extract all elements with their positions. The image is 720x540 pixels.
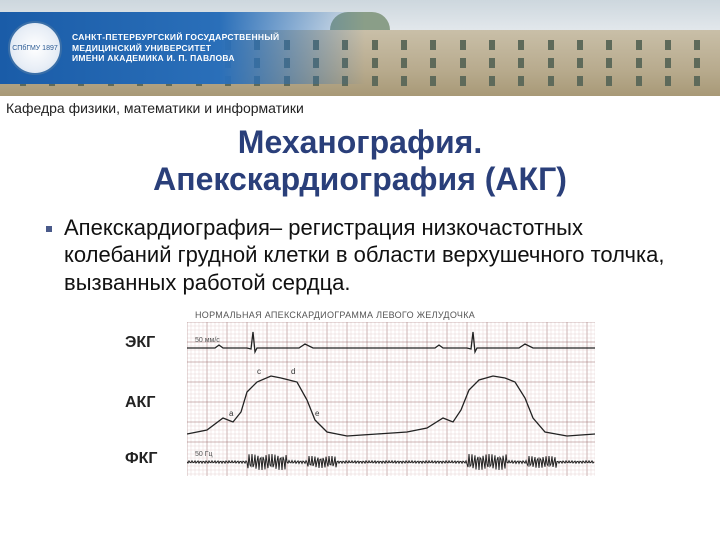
slide-title: Механография. Апекскардиография (АКГ)	[0, 124, 720, 198]
bullet-dot-icon	[46, 226, 52, 232]
university-name: САНКТ-ПЕТЕРБУРГСКИЙ ГОСУДАРСТВЕННЫЙ МЕДИ…	[72, 32, 279, 64]
label-fkg: ФКГ	[125, 442, 187, 476]
annot-c: c	[257, 367, 261, 376]
chart-svg: 50 мм/с 50 Гц a c d e	[187, 322, 595, 476]
figure: НОРМАЛЬНАЯ АПЕКСКАРДИОГРАММА ЛЕВОГО ЖЕЛУ…	[125, 310, 595, 476]
annot-e: e	[315, 409, 320, 418]
university-banner: СПбГМУ 1897 САНКТ-ПЕТЕРБУРГСКИЙ ГОСУДАРС…	[0, 12, 365, 84]
annot-d: d	[291, 367, 295, 376]
university-seal: СПбГМУ 1897	[8, 21, 62, 75]
label-akg: АКГ	[125, 364, 187, 442]
seal-text: СПбГМУ 1897	[12, 45, 58, 52]
label-ekg: ЭКГ	[125, 322, 187, 364]
figure-caption: НОРМАЛЬНАЯ АПЕКСКАРДИОГРАММА ЛЕВОГО ЖЕЛУ…	[195, 310, 595, 320]
chart-row-labels: ЭКГ АКГ ФКГ	[125, 322, 187, 476]
chart-area: 50 мм/с 50 Гц a c d e	[187, 322, 595, 476]
bullet-block: Апекскардиография– регистрация низкочаст…	[46, 214, 686, 297]
annot-a: a	[229, 409, 234, 418]
cal-ekg: 50 мм/с	[195, 337, 220, 344]
cal-fkg: 50 Гц	[195, 451, 213, 458]
bullet-text: Апекскардиография– регистрация низкочаст…	[64, 214, 686, 297]
department-label: Кафедра физики, математики и информатики	[6, 100, 304, 116]
header-backdrop: СПбГМУ 1897 САНКТ-ПЕТЕРБУРГСКИЙ ГОСУДАРС…	[0, 0, 720, 96]
